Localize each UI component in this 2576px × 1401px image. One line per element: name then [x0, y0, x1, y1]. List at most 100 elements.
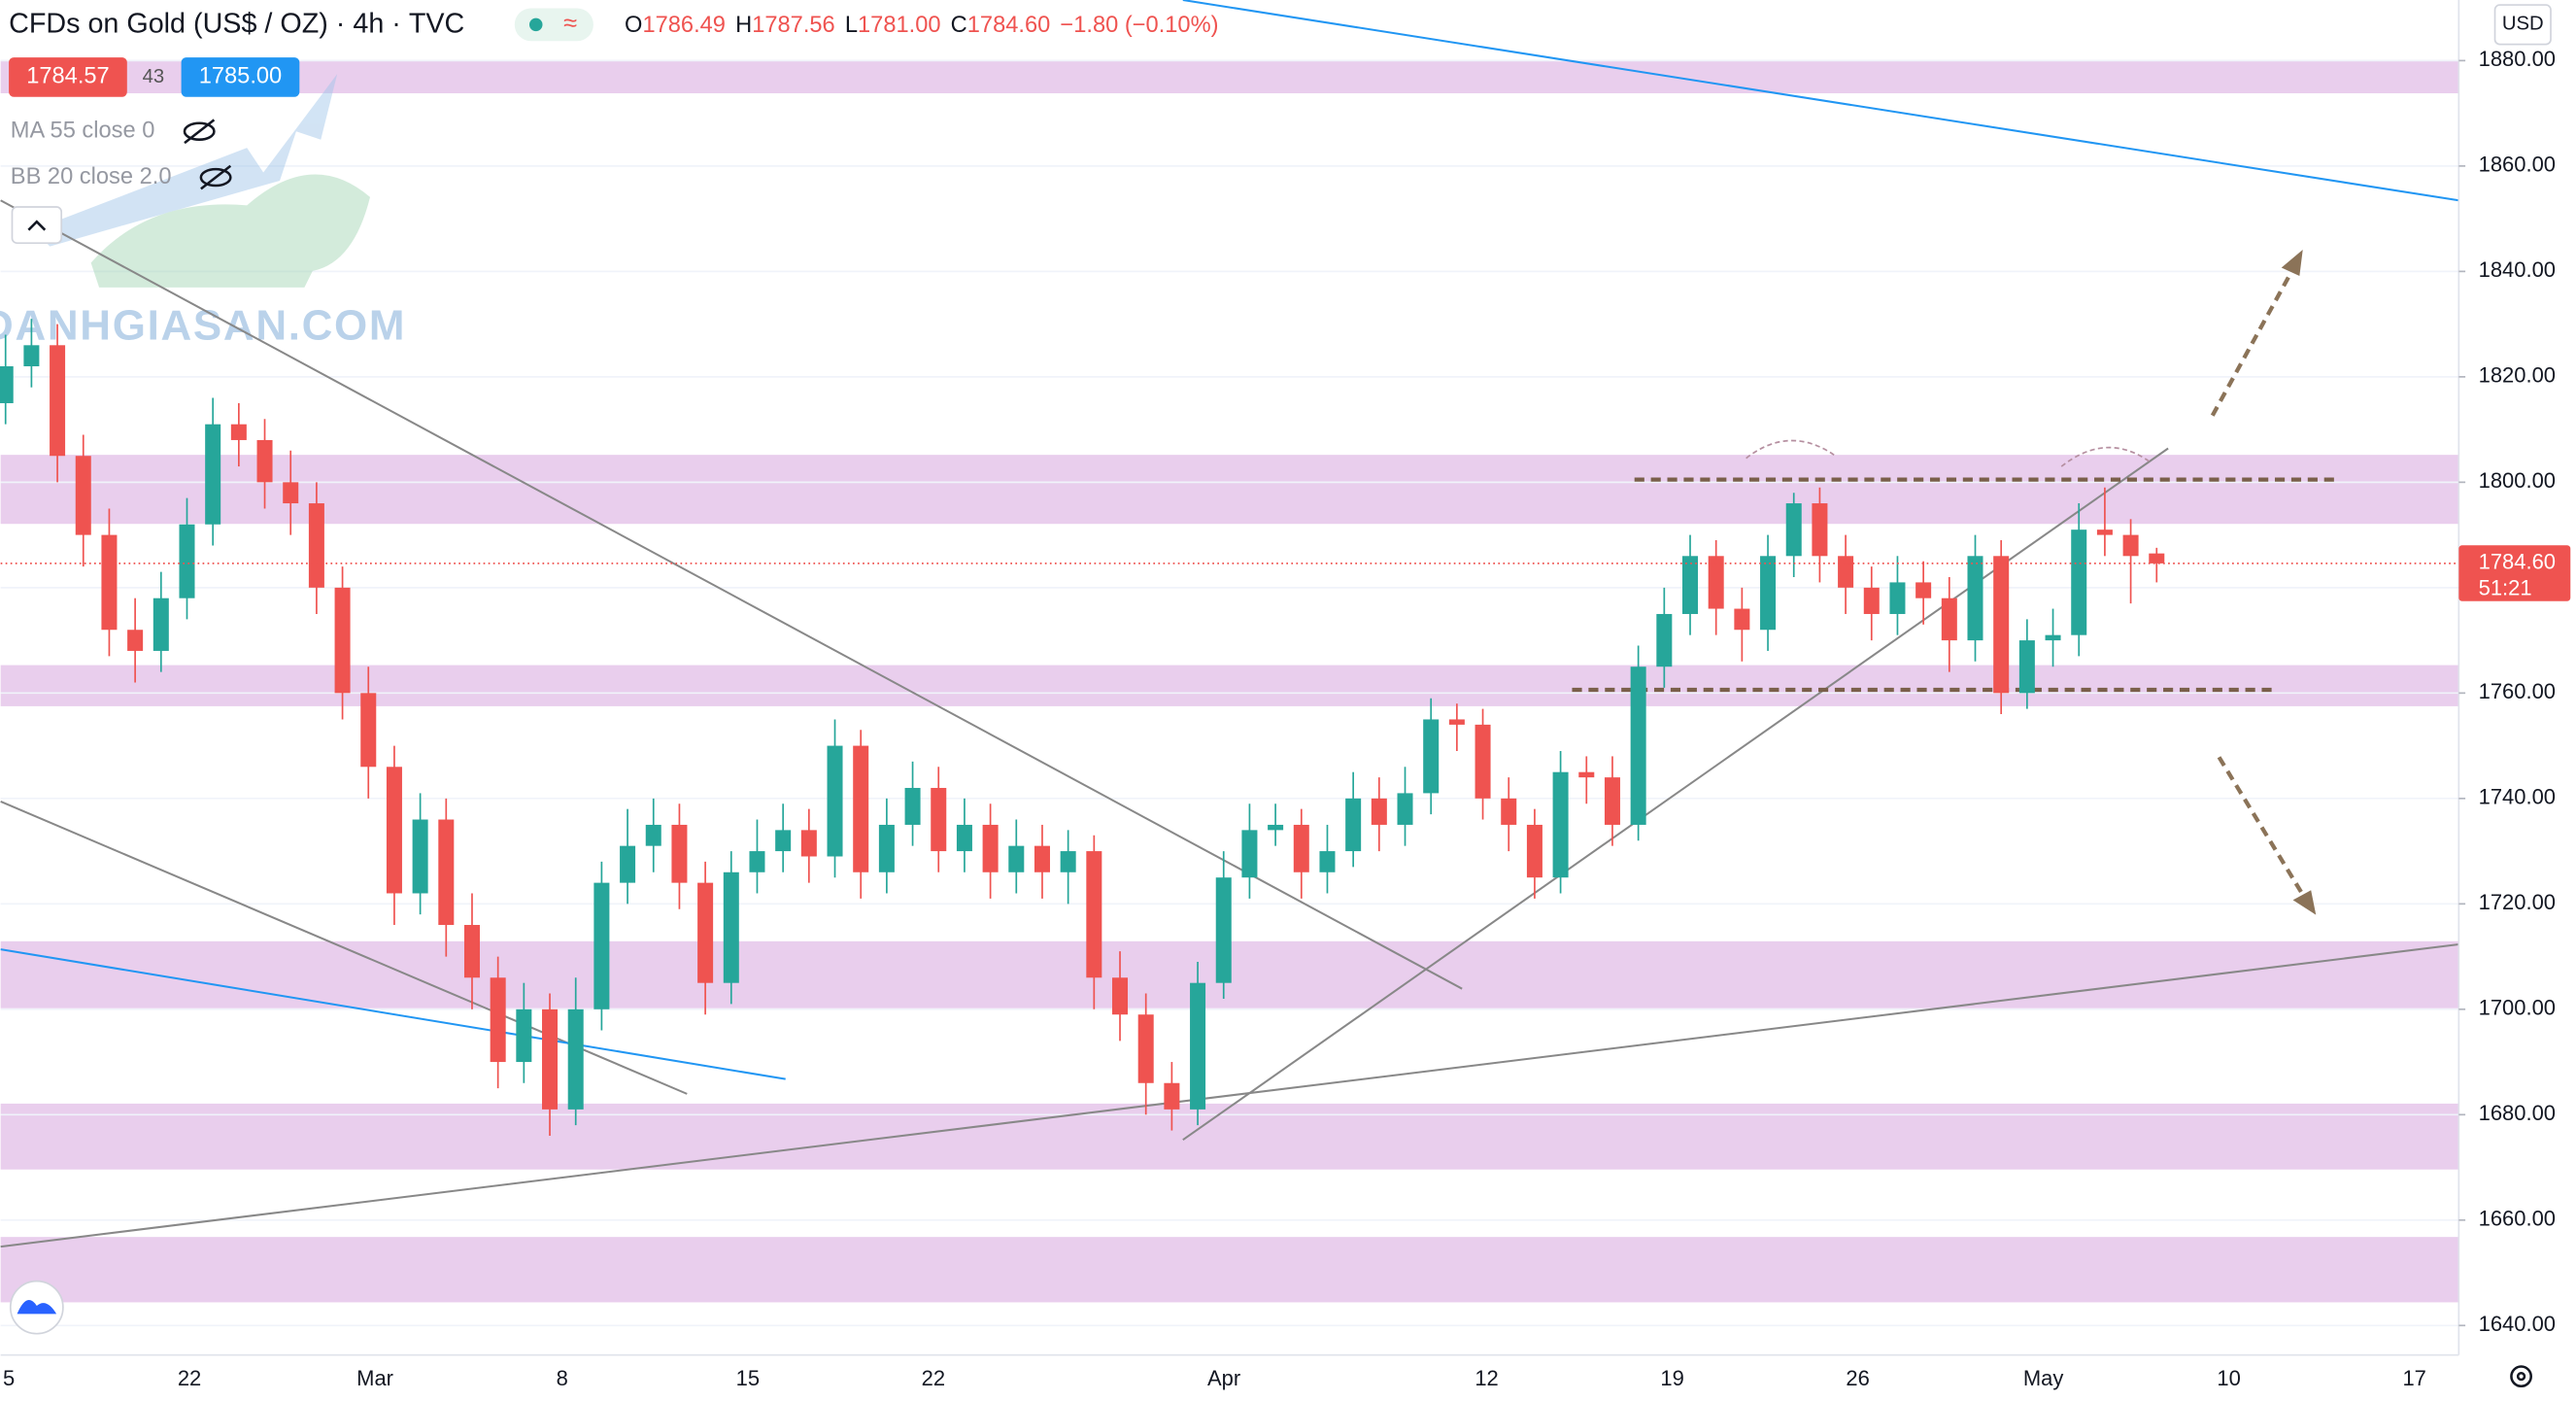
- x-tick-label: 22: [922, 1366, 945, 1390]
- candle-body: [1708, 556, 1724, 609]
- candle-body: [1838, 556, 1854, 588]
- candle-body: [671, 824, 688, 883]
- y-tick-label: 1800.00: [2479, 468, 2556, 493]
- y-tick-label: 1660.00: [2479, 1207, 2556, 1231]
- candle-body: [1578, 771, 1595, 778]
- candle-body: [1190, 982, 1206, 1110]
- candle-body: [1008, 845, 1025, 872]
- price-axis: [2458, 0, 2576, 1401]
- candle-body: [2018, 640, 2035, 694]
- zone: [0, 665, 2459, 706]
- x-tick-label: May: [2023, 1366, 2064, 1390]
- settings-icon[interactable]: [2510, 1365, 2532, 1388]
- l-value: 1781.00: [858, 13, 941, 38]
- collapse-button[interactable]: [11, 206, 63, 245]
- candle-body: [827, 745, 843, 857]
- status-icon: ≈: [563, 10, 577, 37]
- y-tick-label: 1700.00: [2479, 996, 2556, 1020]
- candle-body: [1501, 798, 1517, 825]
- price-tag: [2458, 545, 2571, 601]
- zone: [0, 1237, 2459, 1303]
- bid-button[interactable]: [9, 57, 127, 97]
- source: TVC: [409, 8, 464, 39]
- candle-body: [620, 845, 636, 883]
- ask: 1785.00: [199, 64, 283, 89]
- l-label: L: [845, 13, 858, 38]
- interval: 4h: [353, 8, 384, 39]
- y-tick-label: 1640.00: [2479, 1312, 2556, 1336]
- candle-body: [723, 871, 739, 983]
- collapse-icon: [27, 220, 47, 231]
- candle-body: [50, 345, 66, 457]
- y-tick-label: 1820.00: [2479, 363, 2556, 388]
- candle-body: [101, 534, 118, 631]
- candle-body: [1604, 777, 1620, 825]
- candle-body: [1682, 556, 1699, 614]
- candle-body: [645, 824, 661, 846]
- symbol: CFDs on Gold (US$ / OZ): [9, 8, 328, 39]
- candle-body: [1785, 503, 1802, 557]
- candle-body: [800, 830, 817, 857]
- candle-body: [982, 824, 999, 872]
- watermark-logo: [33, 74, 371, 288]
- x-tick-label: Apr: [1207, 1366, 1240, 1390]
- symbol-line: CFDs on Gold (US$ / OZ) · 4h · TVC: [9, 8, 464, 39]
- candle-body: [2122, 534, 2139, 557]
- candle-body: [75, 456, 91, 535]
- candle-body: [1086, 851, 1102, 978]
- candle-body: [256, 439, 273, 483]
- candle-body: [179, 524, 195, 598]
- candle-body: [1345, 798, 1362, 852]
- h-label: H: [735, 13, 752, 38]
- status-toggle[interactable]: [514, 8, 593, 42]
- currency: USD: [2502, 14, 2544, 35]
- candle-body: [283, 482, 299, 504]
- y-tick-label: 1740.00: [2479, 785, 2556, 809]
- candle-body: [1474, 724, 1491, 799]
- candle-body: [230, 424, 247, 440]
- y-tick-label: 1860.00: [2479, 153, 2556, 177]
- bid: 1784.57: [26, 64, 110, 89]
- hide-icons: [183, 119, 232, 190]
- y-tick-label: 1880.00: [2479, 47, 2556, 71]
- candle-body: [593, 882, 610, 1009]
- candle-body: [1812, 503, 1828, 557]
- status-dot: [528, 17, 543, 32]
- candle-body: [490, 977, 506, 1063]
- candle-body: [1293, 824, 1309, 872]
- candle-body: [1915, 582, 1932, 598]
- candle-body: [1967, 556, 1983, 641]
- c-value: 1784.60: [967, 13, 1051, 38]
- ma-indicator[interactable]: MA 55 close 0: [11, 118, 155, 143]
- zone: [0, 455, 2459, 525]
- currency-button[interactable]: [2493, 4, 2552, 46]
- y-tick-label: 1840.00: [2479, 257, 2556, 282]
- candle-body: [1760, 556, 1777, 631]
- candle-body: [153, 598, 169, 651]
- bb-indicator[interactable]: BB 20 close 2.0: [11, 164, 172, 189]
- candle-body: [2096, 530, 2113, 535]
- change: −1.80 (−0.10%): [1060, 13, 1218, 38]
- x-tick-label: 19: [1660, 1366, 1683, 1390]
- y-tick-label: 1760.00: [2479, 679, 2556, 703]
- candle-body: [412, 819, 428, 894]
- ask-button[interactable]: [181, 57, 300, 97]
- candle-body: [853, 745, 869, 872]
- candle-body: [542, 1008, 559, 1110]
- x-tick-label: 17: [2402, 1366, 2425, 1390]
- candle-body: [127, 630, 144, 651]
- x-tick-label: 12: [1474, 1366, 1498, 1390]
- y-tick-label: 1680.00: [2479, 1101, 2556, 1125]
- candle-body: [775, 830, 792, 852]
- candle-body: [1734, 608, 1750, 631]
- candle-body: [1034, 845, 1050, 872]
- candle-body: [334, 587, 351, 694]
- candle-body: [516, 1008, 532, 1063]
- ohlc: O1786.49 H1787.56 L1781.00 C1784.60 −1.80 (−…: [625, 13, 1218, 38]
- zone: [0, 60, 2459, 94]
- candle-body: [697, 882, 714, 983]
- candle-body: [1993, 556, 2010, 694]
- candle-body: [2045, 634, 2061, 641]
- candle-body: [904, 787, 921, 825]
